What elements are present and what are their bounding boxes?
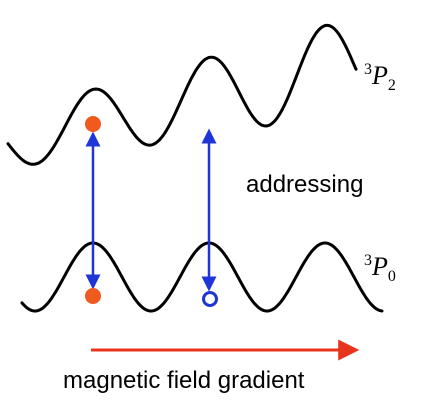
gradient-label: magnetic field gradient [63, 367, 305, 394]
lower-level-label: 3P0 [364, 252, 396, 285]
atom-upper-left [85, 116, 101, 132]
addressing-label: addressing [246, 171, 363, 198]
atom-lower-left [85, 288, 101, 304]
upper-level-label: 3P2 [364, 61, 396, 94]
lower-potential-curve [20, 241, 384, 313]
empty-site-lower-middle [202, 291, 218, 307]
upper-potential-curve [6, 23, 358, 166]
